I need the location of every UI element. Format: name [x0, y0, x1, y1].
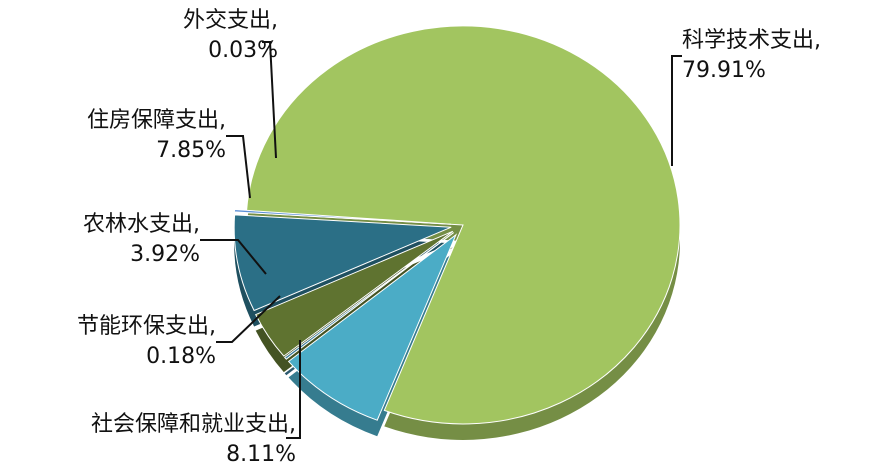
slice-label-percent: 8.11%	[226, 442, 296, 467]
leader-housing	[226, 135, 251, 199]
slice-label-percent: 79.91%	[682, 58, 766, 83]
pie-slice-5	[233, 208, 452, 225]
slice-label-name: 外交支出,	[183, 8, 278, 33]
slice-label-percent: 7.85%	[156, 138, 226, 163]
label-agriculture: 农林水支出, 3.92%	[30, 210, 200, 270]
leader-social-security	[286, 340, 301, 439]
leader-lines	[200, 41, 682, 439]
slice-label-percent: 3.92%	[130, 242, 200, 267]
slice-label-name: 农林水支出,	[83, 212, 200, 237]
pie-slice-2	[283, 232, 455, 360]
pie-slice-0	[245, 25, 681, 425]
slice-label-name: 社会保障和就业支出,	[91, 412, 296, 437]
leader-energy	[216, 295, 281, 343]
leader-foreign-affairs	[262, 41, 277, 159]
slice-label-percent: 0.03%	[208, 38, 278, 63]
pie-slice-4	[233, 214, 452, 312]
label-science: 科学技术支出, 79.91%	[682, 26, 872, 86]
label-social-security: 社会保障和就业支出, 8.11%	[4, 410, 296, 470]
label-foreign-affairs: 外交支出, 0.03%	[118, 6, 278, 66]
slice-label-percent: 0.18%	[146, 344, 216, 369]
pie-slices	[233, 25, 681, 425]
slice-label-name: 节能环保支出,	[77, 314, 216, 339]
leader-science	[671, 55, 682, 166]
label-housing: 住房保障支出, 7.85%	[20, 106, 226, 166]
slice-label-name: 科学技术支出,	[682, 28, 821, 53]
label-energy: 节能环保支出, 0.18%	[6, 312, 216, 372]
leader-agriculture	[200, 239, 267, 275]
slice-label-name: 住房保障支出,	[87, 108, 226, 133]
pie-slice-1	[287, 233, 458, 421]
pie-slice-3	[255, 230, 454, 357]
